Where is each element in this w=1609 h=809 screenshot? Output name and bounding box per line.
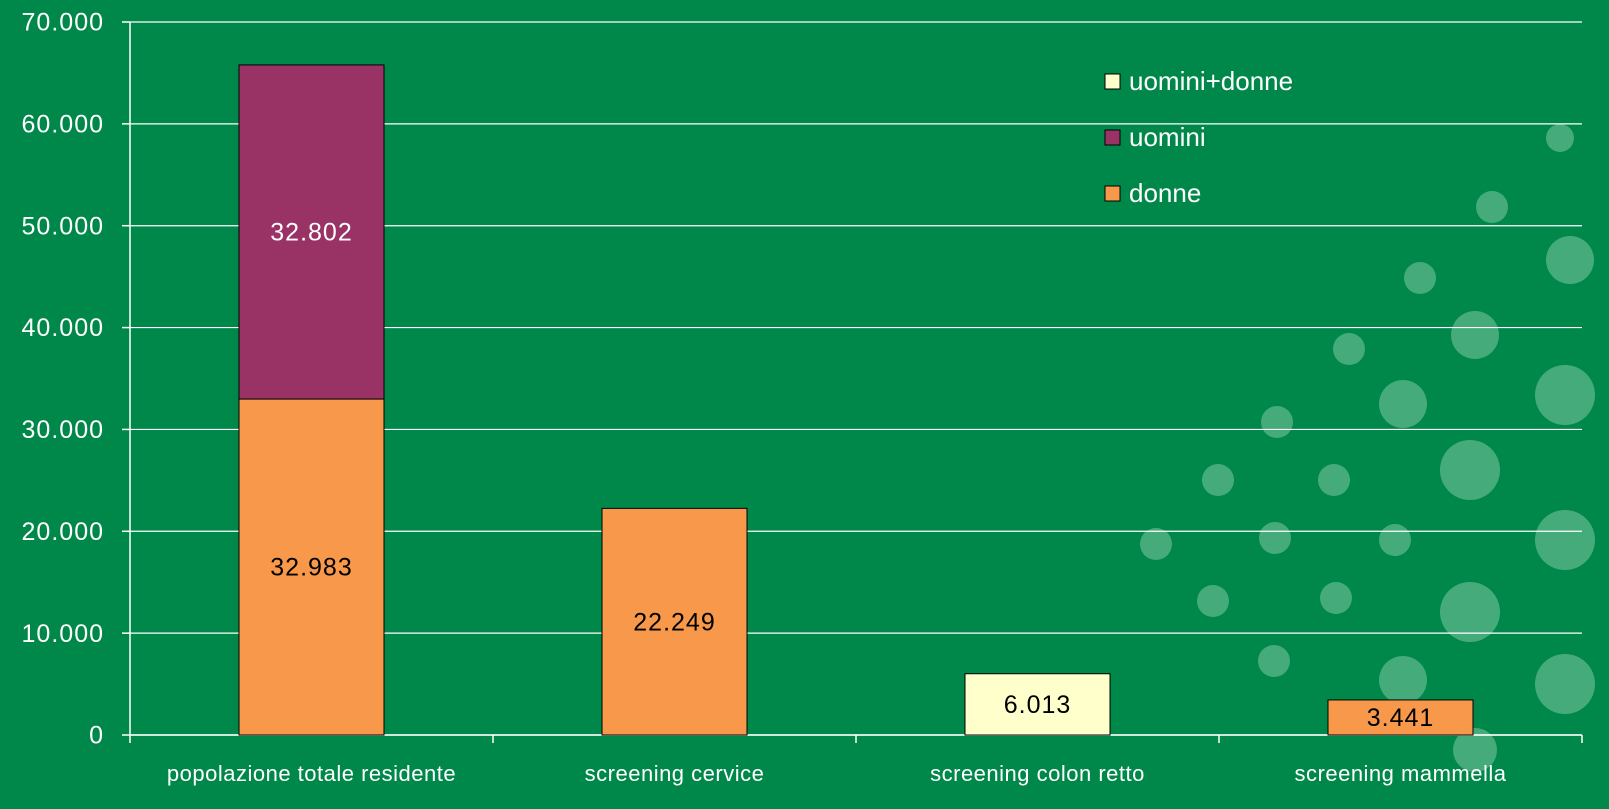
value-label: 3.441 [1367, 704, 1435, 732]
value-label: 6.013 [1004, 691, 1072, 719]
y-tick-label: 20.000 [22, 518, 104, 546]
labels: 0 10.000 20.000 30.000 40.000 50.000 60.000 70.… [22, 9, 1507, 786]
value-label: 32.802 [270, 219, 352, 247]
y-tick-label: 50.000 [22, 212, 104, 240]
y-tick-label: 40.000 [22, 314, 104, 342]
bars [238, 64, 1474, 736]
y-tick-label: 0 [89, 722, 104, 750]
x-tick-label: popolazione totale residente [167, 761, 456, 786]
legend-swatch [1104, 73, 1121, 90]
legend-label: uomini [1129, 122, 1206, 152]
bar [238, 64, 385, 400]
legend-label: uomini+donne [1129, 66, 1293, 96]
bar [238, 398, 385, 736]
x-tick-label: screening mammella [1295, 761, 1507, 786]
bar [964, 673, 1111, 736]
legend-swatch [1104, 185, 1121, 202]
bar [601, 507, 748, 736]
bar [1327, 699, 1474, 736]
x-tick-label: screening cervice [585, 761, 765, 786]
value-label: 22.249 [633, 608, 715, 636]
value-label: 32.983 [270, 554, 352, 582]
x-tick-label: screening colon retto [930, 761, 1145, 786]
y-tick-label: 70.000 [22, 9, 104, 37]
y-tick-label: 60.000 [22, 110, 104, 138]
legend-label: donne [1129, 178, 1201, 208]
y-tick-label: 10.000 [22, 620, 104, 648]
legend-swatch [1104, 129, 1121, 146]
decoration [1140, 124, 1595, 772]
y-tick-label: 30.000 [22, 416, 104, 444]
